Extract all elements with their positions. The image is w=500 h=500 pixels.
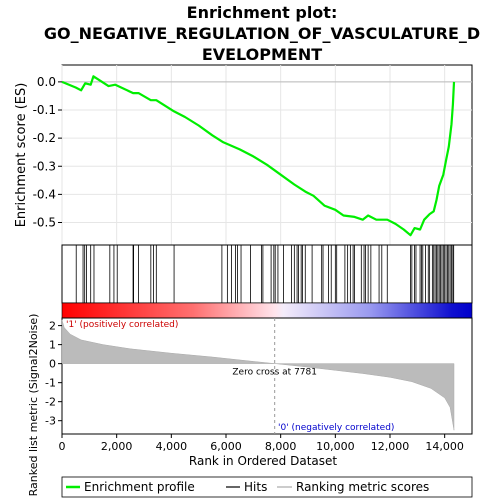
chart-title-line2: GO_NEGATIVE_REGULATION_OF_VASCULATURE_D (44, 24, 480, 43)
zero-cross-label: Zero cross at 7781 (232, 368, 317, 378)
x-tick-label: 6,000 (210, 440, 242, 453)
es-ytick-label: -0.1 (33, 103, 56, 117)
ranked-ytick-label: 1 (49, 339, 56, 352)
ranked-ytick-label: -3 (45, 415, 56, 428)
x-tick-label: 2,000 (101, 440, 133, 453)
negative-correlated-label: '0' (negatively correlated) (278, 423, 394, 433)
es-ytick-label: -0.3 (33, 159, 56, 173)
ranked-ytick-label: -1 (45, 377, 56, 390)
es-panel-frame (61, 64, 473, 246)
ranked-ytick-label: -2 (45, 396, 56, 409)
x-tick-label: 0 (59, 440, 66, 453)
x-tick-label: 4,000 (156, 440, 188, 453)
legend-enrichment-label: Enrichment profile (84, 480, 195, 494)
ranking-metric-area (61, 319, 455, 431)
positive-correlated-label: '1' (positively correlated) (66, 320, 178, 330)
chart-title-line1: Enrichment plot: (187, 3, 338, 22)
x-tick-label: 10,000 (316, 440, 355, 453)
ranked-ytick-label: 0 (49, 358, 56, 371)
legend-ranking-label: Ranking metric scores (296, 480, 429, 494)
es-ytick-label: -0.5 (33, 216, 56, 230)
es-ytick-label: -0.4 (33, 187, 56, 201)
ranked-axis-label: Ranked list metric (Signal2Noise) (27, 314, 40, 497)
x-tick-label: 14,000 (425, 440, 464, 453)
es-axis-label: Enrichment score (ES) (14, 83, 29, 228)
legend-hits-label: Hits (244, 480, 267, 494)
ranked-heatmap-bar (61, 302, 473, 319)
x-tick-label: 12,000 (371, 440, 410, 453)
legend-box (61, 476, 473, 498)
es-ytick-label: 0.0 (37, 75, 56, 89)
x-tick-label: 8,000 (265, 440, 297, 453)
chart-title-line3: EVELOPMENT (202, 45, 322, 64)
ranked-ytick-label: 2 (49, 320, 56, 333)
x-axis-label: Rank in Ordered Dataset (189, 454, 337, 468)
es-ytick-label: -0.2 (33, 131, 56, 145)
enrichment-profile-line (61, 75, 456, 237)
